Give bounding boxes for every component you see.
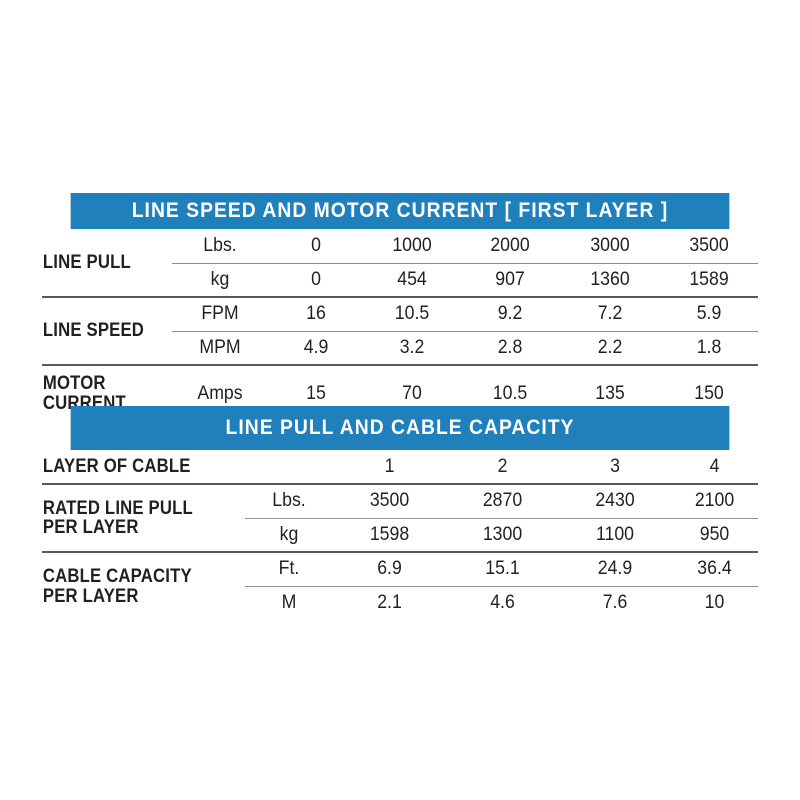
data-cell: 3 — [610, 455, 620, 477]
data-cell: 4 — [709, 455, 720, 477]
data-cell: 24.9 — [562, 551, 668, 586]
data-cell: 2430 — [562, 483, 668, 518]
data-cell: 3.2 — [367, 330, 457, 365]
data-cell: 1100 — [562, 517, 668, 552]
data-cell: 1.8 — [663, 330, 755, 365]
data-cell: 10 — [674, 585, 755, 620]
data-cell: 16 — [271, 296, 361, 331]
data-cell: 3500 — [689, 234, 729, 256]
table-row: kg 1598 1300 1100 950 — [42, 517, 758, 552]
data-cell: 2100 — [674, 483, 755, 518]
data-cell: 0 — [271, 262, 361, 297]
data-cell: 1360 — [563, 262, 657, 297]
data-cell: 454 — [367, 262, 457, 297]
table-title-line-pull: LINE PULL AND CABLE CAPACITY — [70, 406, 730, 450]
table-body-line-speed: LINE PULL Lbs. 0 1000 2000 3000 3500 kg … — [42, 229, 758, 421]
data-cell: 5.9 — [663, 296, 755, 331]
data-cell: 1598 — [336, 517, 443, 552]
table-row: CABLE CAPACITY PER LAYER Ft. 6.9 15.1 24… — [42, 551, 758, 620]
unit-cell: kg — [175, 262, 265, 297]
data-cell: 950 — [674, 517, 755, 552]
row-label-rated-line-pull: RATED LINE PULL PER LAYER — [42, 483, 245, 552]
table-row: LINE SPEED FPM 16 10.5 9.2 7.2 5.9 — [42, 296, 758, 365]
table-title-line-speed: LINE SPEED AND MOTOR CURRENT [ FIRST LAY… — [70, 193, 730, 229]
data-cell: 3500 — [336, 483, 443, 518]
data-cell: 2 — [497, 455, 508, 477]
data-cell: 1 — [384, 455, 395, 477]
table-line-pull-and-cable-capacity: LINE PULL AND CABLE CAPACITY LAYER OF CA… — [42, 406, 758, 620]
data-cell: 7.2 — [563, 296, 657, 331]
data-cell: 36.4 — [674, 551, 755, 586]
data-cell: 907 — [463, 262, 557, 297]
unit-cell: MPM — [175, 330, 265, 365]
table-line-speed-and-motor-current: LINE SPEED AND MOTOR CURRENT [ FIRST LAY… — [42, 193, 758, 421]
unit-cell: M — [248, 585, 330, 620]
data-cell: 2.8 — [463, 330, 557, 365]
table-row: LAYER OF CABLE 1 2 3 4 — [42, 450, 758, 484]
unit-cell: Ft. — [248, 551, 330, 586]
data-cell: 4.9 — [271, 330, 361, 365]
data-cell: 0 — [311, 234, 321, 256]
unit-cell — [248, 450, 330, 484]
data-cell: 3000 — [590, 234, 630, 256]
table-row: LINE PULL Lbs. 0 1000 2000 3000 3500 — [42, 229, 758, 272]
data-cell: 6.9 — [336, 551, 443, 586]
row-label-line-pull: LINE PULL — [42, 251, 131, 273]
data-cell: 150 — [663, 364, 755, 421]
unit-cell: FPM — [175, 296, 265, 331]
data-cell: 2000 — [490, 234, 530, 256]
data-cell: 1589 — [663, 262, 755, 297]
table-row: M 2.1 4.6 7.6 10 — [42, 585, 758, 620]
data-cell: 10.5 — [367, 296, 457, 331]
row-label-line-speed: LINE SPEED — [42, 296, 172, 365]
table-row: MPM 4.9 3.2 2.8 2.2 1.8 — [42, 330, 758, 365]
data-cell: 15.1 — [449, 551, 556, 586]
data-cell: 9.2 — [463, 296, 557, 331]
data-cell: 4.6 — [449, 585, 556, 620]
row-label-cable-capacity: CABLE CAPACITY PER LAYER — [42, 551, 245, 620]
data-cell: 1000 — [392, 234, 432, 256]
unit-cell: Lbs. — [203, 234, 237, 256]
data-cell: 7.6 — [562, 585, 668, 620]
data-cell: 2870 — [449, 483, 556, 518]
data-cell: 1300 — [449, 517, 556, 552]
row-label-layer-of-cable: LAYER OF CABLE — [42, 455, 191, 477]
table-row: RATED LINE PULL PER LAYER Lbs. 3500 2870… — [42, 483, 758, 552]
table-row: kg 0 454 907 1360 1589 — [42, 262, 758, 297]
unit-cell: Lbs. — [248, 483, 330, 518]
data-cell: 2.2 — [563, 330, 657, 365]
table-body-line-pull: LAYER OF CABLE 1 2 3 4 RATED LINE PULL P… — [42, 450, 758, 620]
data-cell: 2.1 — [336, 585, 443, 620]
unit-cell: kg — [248, 517, 330, 552]
